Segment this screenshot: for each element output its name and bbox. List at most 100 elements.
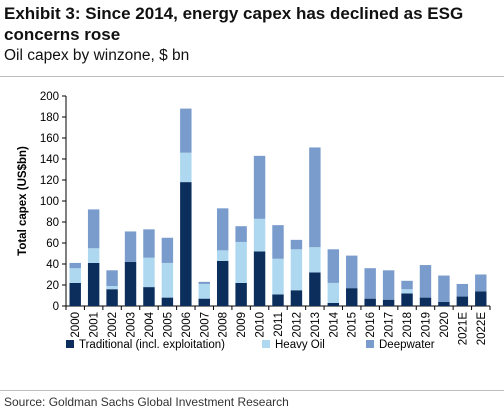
bar-segment (180, 182, 192, 306)
bar-segment (327, 282, 340, 303)
bar-segment (364, 298, 376, 306)
header-divider (0, 76, 504, 77)
bar-segment (143, 229, 155, 258)
bar-segment (69, 282, 81, 306)
legend-label: Traditional (incl. exploitation) (79, 339, 225, 351)
legend-swatch (366, 340, 374, 348)
bar-segment (419, 265, 432, 298)
bar-segment (475, 274, 487, 292)
y-tick-label: 180 (40, 112, 59, 124)
bar-segment (401, 293, 413, 306)
bar-segment (235, 241, 247, 283)
chart-title: Exhibit 3: Since 2014, energy capex has … (4, 4, 464, 44)
y-tick-label: 40 (46, 259, 59, 271)
bar-segment (475, 291, 487, 306)
plot-area: 0 20 40 60 80 100 120 140 160 180 200 Total capex (… (17, 91, 491, 351)
x-tick-label: 2005 (162, 312, 174, 338)
x-tick-label: 2004 (144, 311, 156, 337)
x-tick-label: 2001 (89, 312, 101, 338)
y-tick-label: 0 (53, 301, 59, 313)
x-tick-label: 2011 (273, 312, 285, 337)
y-tick-label: 100 (40, 196, 59, 208)
bar-segment (124, 231, 137, 262)
y-tick-label: 200 (40, 91, 59, 103)
bar-segment (382, 270, 395, 300)
bar-segment (143, 257, 155, 288)
bar-segment (456, 283, 469, 297)
x-tick-label: 2016 (365, 312, 377, 338)
bar-segment (198, 298, 210, 306)
x-tick-label: 2010 (255, 312, 267, 338)
bar-segment (198, 281, 210, 284)
y-tick-label: 20 (46, 280, 59, 292)
bar-segment (327, 302, 340, 306)
y-tick-label: 140 (40, 154, 59, 166)
bar-segment (87, 248, 100, 263)
bar-segment (309, 147, 321, 248)
bar-segment (346, 255, 358, 289)
bar-segment (106, 270, 118, 287)
x-tick-label: 2002 (107, 312, 119, 338)
bar-segment (438, 301, 450, 306)
bar-segment (327, 249, 340, 283)
bar-segment (253, 251, 266, 306)
y-axis-title: Total capex (US$bn) (17, 146, 29, 256)
chart-subtitle: Oil capex by winzone, $ bn (4, 47, 190, 64)
bar-segment (401, 289, 413, 294)
x-tick-label: 2021E (457, 312, 469, 346)
bar-segment (290, 249, 303, 291)
x-tick-label: 2008 (218, 312, 230, 338)
y-tick-label: 160 (40, 133, 59, 145)
bar-segment (69, 268, 81, 283)
bar-segment (180, 108, 192, 153)
bar-segment (87, 262, 100, 306)
legend-swatch (66, 340, 74, 348)
bar-segment (161, 237, 174, 263)
x-tick-label: 2018 (402, 312, 414, 338)
y-tick-label: 120 (40, 175, 59, 187)
y-tick-label: 60 (46, 238, 59, 250)
x-tick-label: 2009 (236, 312, 248, 338)
x-tick-label: 2022E (476, 312, 488, 346)
bar-segment (346, 288, 358, 306)
bar-segment (272, 294, 284, 306)
x-tick-label: 2012 (291, 312, 303, 338)
source-note: Source: Goldman Sachs Global Investment … (4, 395, 289, 409)
bar-segment (272, 258, 284, 295)
legend-swatch (262, 340, 270, 348)
bar-segment (253, 218, 266, 252)
x-tick-label: 2013 (310, 312, 322, 338)
bar-segment (253, 155, 266, 219)
bar-segment (401, 280, 413, 290)
bar-segment (106, 286, 118, 290)
x-tick-label: 2000 (70, 312, 82, 338)
bar-segment (364, 268, 376, 299)
x-tick-label: 2006 (181, 312, 193, 338)
bar-segment (87, 209, 100, 249)
bar-segment (456, 296, 469, 306)
bar-segment (216, 250, 229, 261)
bar-segment (438, 275, 450, 302)
x-tick-label: 2015 (347, 312, 359, 338)
bar-segment (216, 260, 229, 306)
bar-segment (124, 261, 137, 306)
bar-segment (180, 152, 192, 183)
stacked-bar-chart: 0 20 40 60 80 100 120 140 160 180 200 Total capex (… (17, 91, 491, 351)
bar-segment (198, 283, 210, 299)
bar-segment (309, 272, 321, 306)
x-tick-label: 2003 (126, 312, 138, 338)
bar-segment (143, 287, 155, 306)
bar-segment (272, 225, 284, 259)
x-tick-label: 2019 (420, 312, 432, 338)
legend-label: Heavy Oil (275, 339, 325, 351)
x-tick-label: 2020 (439, 312, 451, 338)
bar-segment (290, 239, 303, 250)
legend-label: Deepwater (379, 339, 435, 351)
footer-divider (0, 390, 504, 391)
bar-segment (419, 297, 432, 306)
x-tick-label: 2014 (328, 311, 340, 337)
bar-segment (290, 290, 303, 306)
bar-segment (235, 226, 247, 242)
bar-segment (309, 247, 321, 273)
x-tick-label: 2017 (384, 312, 396, 338)
